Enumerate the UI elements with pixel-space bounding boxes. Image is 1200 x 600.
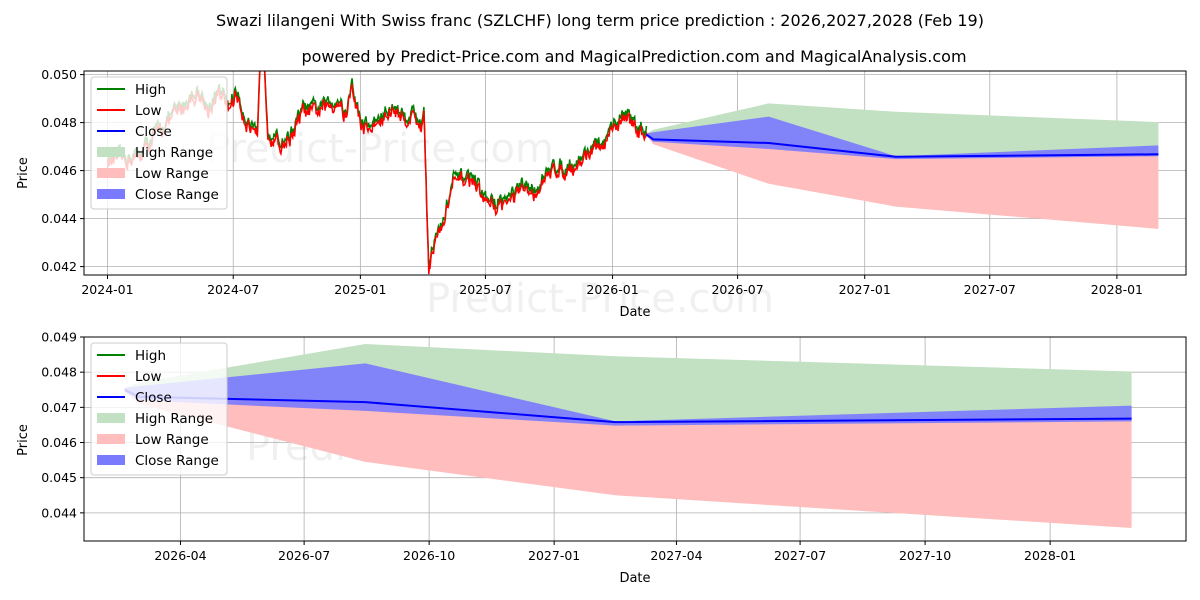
x-axis-label: Date — [619, 305, 650, 320]
legend-label-high_range: High Range — [135, 411, 213, 427]
legend-swatch-low_range — [97, 434, 125, 444]
x-tick-label: 2027-01 — [839, 282, 891, 297]
legend: High Low Close High Range Low Range Close Ran… — [90, 342, 228, 476]
y-tick-label: 0.048 — [41, 115, 77, 130]
x-tick-label: 2024-01 — [81, 282, 133, 297]
x-axis-label: Date — [619, 571, 650, 586]
x-tick-label: 2026-07 — [278, 548, 330, 563]
history-plot: Predict-Price.com Predict-Price.com 2024-… — [16, 67, 1187, 322]
legend-label-low: Low — [135, 369, 162, 385]
x-tick-label: 2024-07 — [207, 282, 259, 297]
legend-swatch-high_range — [97, 413, 125, 423]
watermark-text: Predict-Price.com — [206, 126, 554, 172]
x-tick-label: 2026-04 — [154, 548, 206, 563]
y-tick-label: 0.045 — [41, 470, 77, 485]
range-fills — [646, 103, 1159, 229]
legend-label-low_range: Low Range — [135, 166, 209, 182]
y-tick-label: 0.049 — [41, 330, 77, 345]
y-tick-label: 0.044 — [41, 211, 77, 226]
x-tick-label: 2027-07 — [964, 282, 1016, 297]
legend-swatch-close_range — [97, 189, 125, 199]
plot-frame — [83, 336, 1187, 542]
plot-frame — [83, 70, 1187, 276]
x-tick-label: 2026-07 — [711, 282, 763, 297]
y-tick-label: 0.046 — [41, 435, 77, 450]
legend-label-low: Low — [135, 103, 162, 119]
watermark-text: Predict-Price.com — [426, 276, 774, 322]
chart-title: Swazi lilangeni With Swiss franc (SZLCHF… — [216, 11, 984, 30]
legend-swatch-close_range — [97, 455, 125, 465]
chart-subtitle: powered by Predict-Price.com and Magical… — [301, 47, 966, 66]
x-tick-label: 2025-01 — [334, 282, 386, 297]
range-fills — [124, 344, 1132, 528]
x-tick-label: 2026-10 — [403, 548, 455, 563]
y-tick-label: 0.044 — [41, 505, 77, 520]
legend-label-close_range: Close Range — [135, 187, 219, 203]
legend-label-close: Close — [135, 390, 172, 406]
x-tick-label: 2027-04 — [650, 548, 702, 563]
y-tick-label: 0.042 — [41, 259, 77, 274]
legend-swatch-low_range — [97, 168, 125, 178]
y-axis-label: Price — [16, 424, 31, 456]
x-axis-ticks: 2026-04 2026-07 2026-10 2027-01 2027-04 2027-… — [154, 541, 1076, 563]
x-tick-label: 2028-01 — [1024, 548, 1076, 563]
legend-label-low_range: Low Range — [135, 432, 209, 448]
close-range-band — [124, 363, 1132, 426]
y-tick-label: 0.050 — [41, 67, 77, 82]
legend-swatch-high_range — [97, 147, 125, 157]
y-axis-ticks: 0.044 0.045 0.046 0.047 0.048 0.049 — [41, 330, 84, 520]
x-tick-label: 2027-01 — [528, 548, 580, 563]
x-tick-label: 2028-01 — [1091, 282, 1143, 297]
y-axis-label: Price — [16, 157, 31, 189]
x-axis-ticks: 2024-01 2024-07 2025-01 2025-07 2026-01 2026-… — [81, 275, 1143, 297]
y-tick-label: 0.048 — [41, 365, 77, 380]
x-tick-label: 2025-07 — [459, 282, 511, 297]
close-series-line — [645, 133, 1159, 158]
legend-label-high_range: High Range — [135, 145, 213, 161]
watermark: Predict-Price.com Predict-Price.com — [206, 126, 774, 322]
y-tick-label: 0.046 — [41, 163, 77, 178]
x-tick-label: 2027-10 — [899, 548, 951, 563]
legend-label-high: High — [135, 348, 166, 364]
legend: High Low Close High Range Low Range Close Ran… — [90, 76, 228, 210]
y-axis-ticks: 0.042 0.044 0.046 0.048 0.050 — [41, 67, 84, 274]
y-tick-label: 0.047 — [41, 400, 77, 415]
legend-label-close_range: Close Range — [135, 453, 219, 469]
legend-label-high: High — [135, 82, 166, 98]
x-tick-label: 2027-07 — [774, 548, 826, 563]
legend-label-close: Close — [135, 124, 172, 140]
x-tick-label: 2026-01 — [586, 282, 638, 297]
close-range-band — [646, 116, 1159, 160]
